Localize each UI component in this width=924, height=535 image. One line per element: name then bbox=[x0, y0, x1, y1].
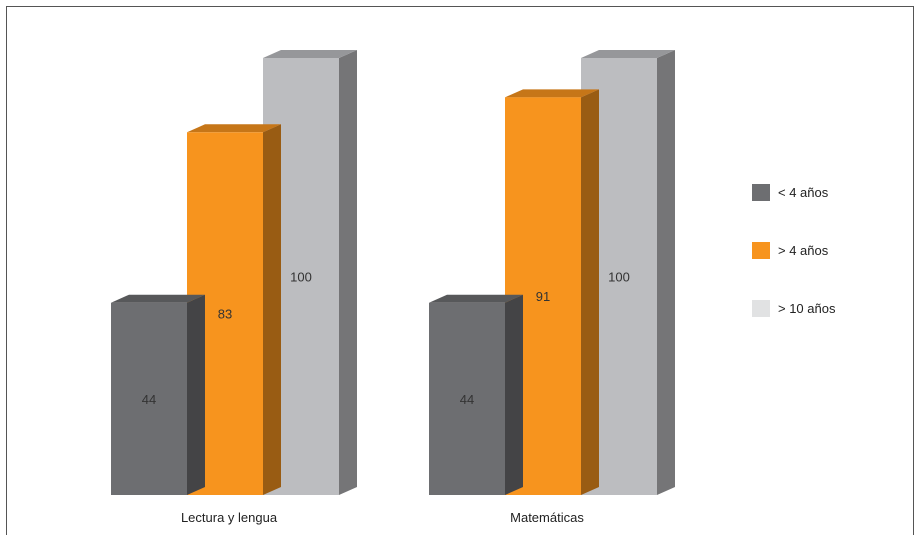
bar-top-2-2 bbox=[505, 89, 599, 98]
bar-top-1-1 bbox=[111, 294, 205, 303]
bar-2-1 bbox=[429, 302, 505, 495]
chart-frame bbox=[6, 6, 914, 535]
legend-label-1: < 4 años bbox=[778, 185, 829, 200]
bar-side-1-1 bbox=[187, 294, 205, 495]
bar-side-1-3 bbox=[339, 50, 357, 495]
bar-side-2-2 bbox=[581, 89, 599, 495]
data-label-1-3: 100 bbox=[290, 270, 312, 285]
bar-side-1-2 bbox=[263, 124, 281, 495]
bar-top-1-2 bbox=[187, 124, 281, 133]
legend-label-3: > 10 años bbox=[778, 301, 836, 316]
data-label-2-2: 91 bbox=[536, 289, 550, 304]
legend-swatch-3 bbox=[752, 300, 770, 317]
bar-side-2-1 bbox=[505, 294, 523, 495]
data-label-1-2: 83 bbox=[218, 307, 232, 322]
legend-swatch-1 bbox=[752, 184, 770, 201]
data-label-2-1: 44 bbox=[460, 392, 474, 407]
bar-top-1-3 bbox=[263, 50, 357, 58]
legend-swatch-2 bbox=[752, 242, 770, 259]
category-label-1: Lectura y lengua bbox=[181, 510, 278, 525]
data-label-1-1: 44 bbox=[142, 392, 156, 407]
category-label-2: Matemáticas bbox=[510, 510, 584, 525]
bar-1-1 bbox=[111, 302, 187, 495]
bar-top-2-1 bbox=[429, 294, 523, 303]
bar-top-2-3 bbox=[581, 50, 675, 58]
data-label-2-3: 100 bbox=[608, 270, 630, 285]
bar-side-2-3 bbox=[657, 50, 675, 495]
legend-label-2: > 4 años bbox=[778, 243, 829, 258]
